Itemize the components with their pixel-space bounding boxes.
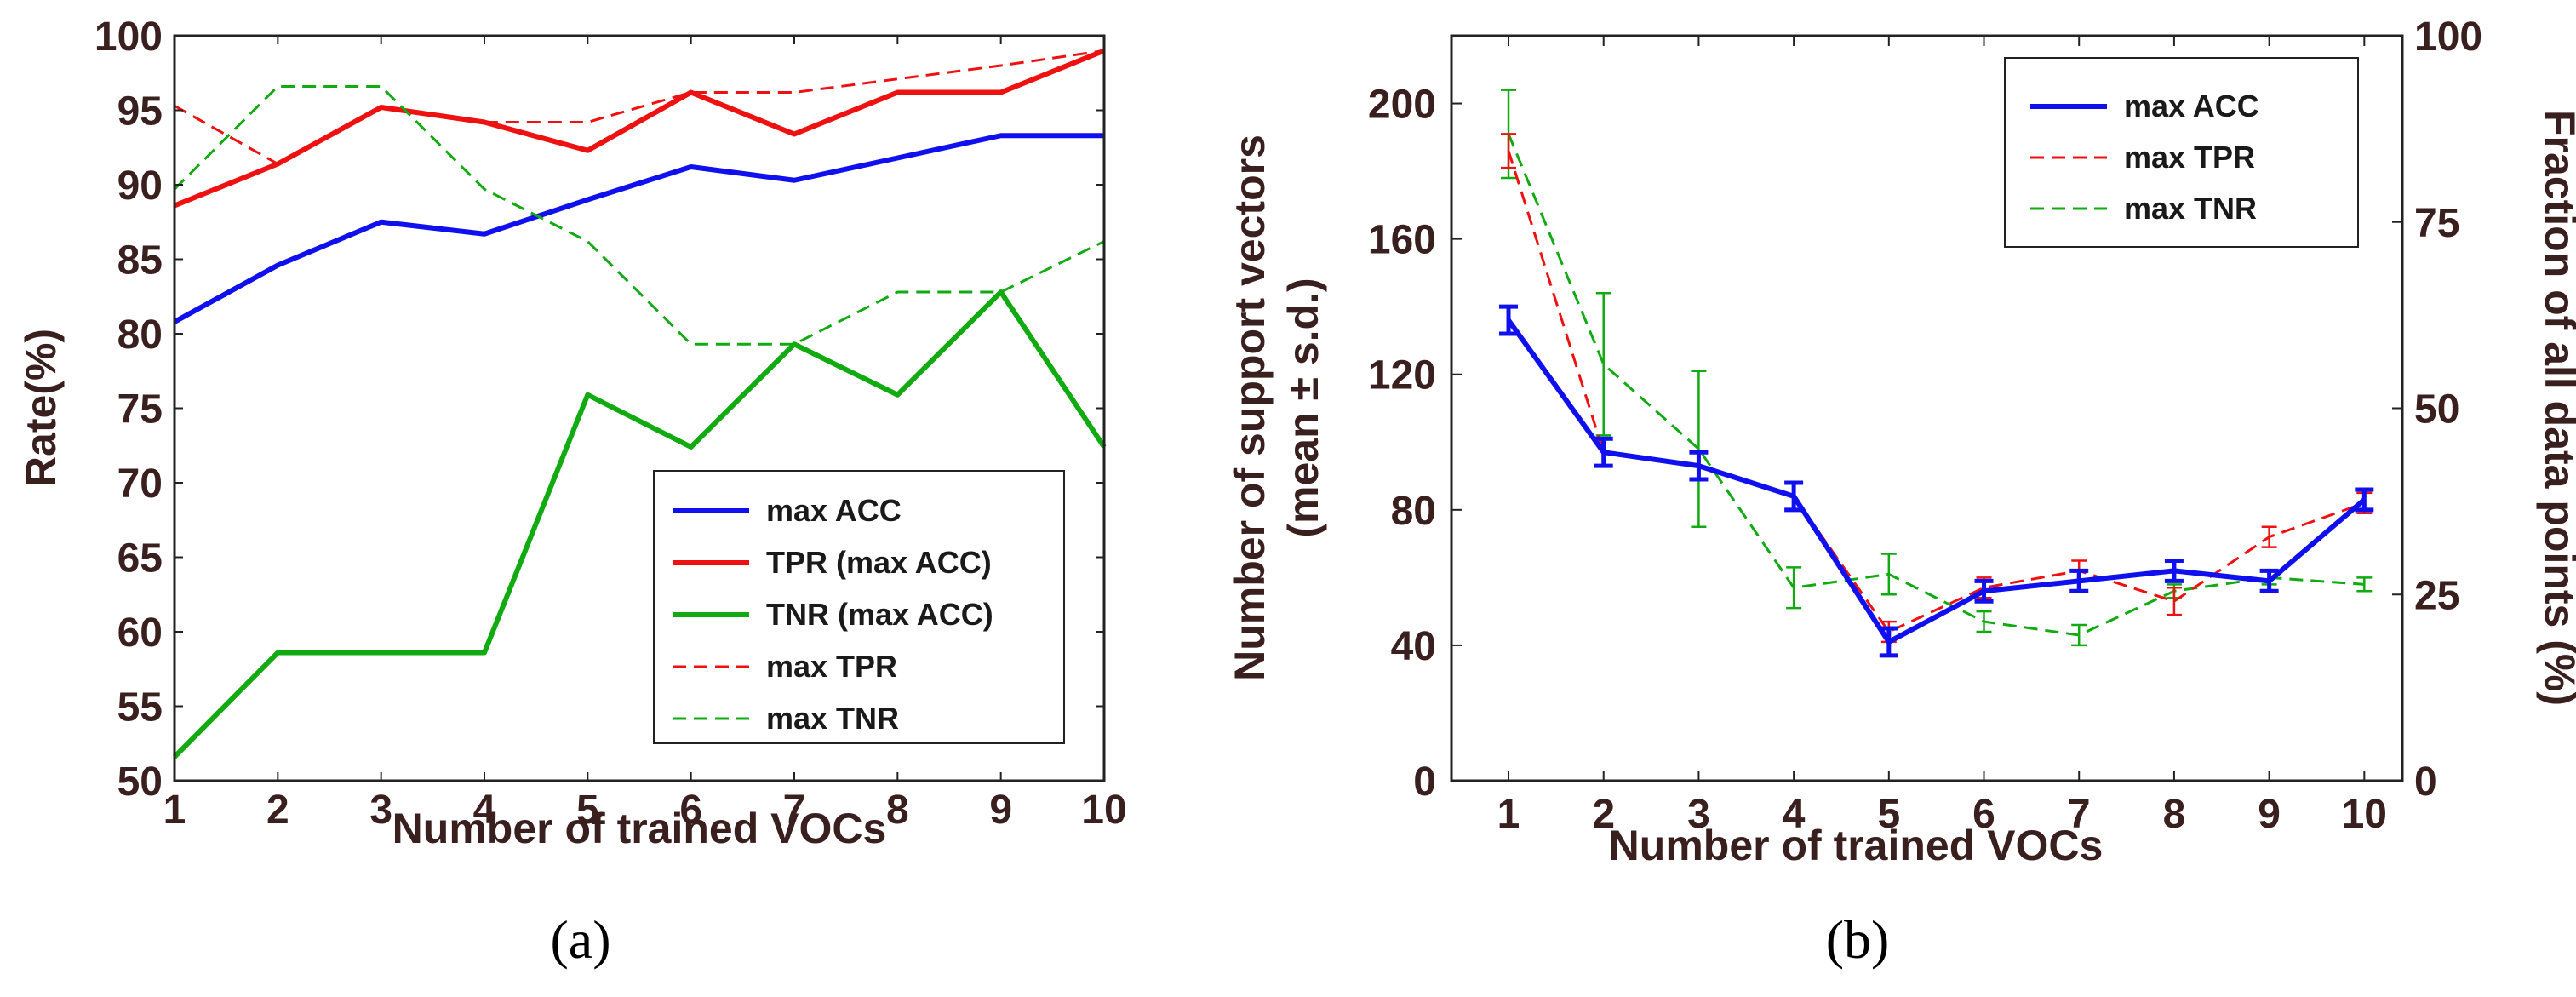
b-errorbar-max-acc <box>1974 578 1994 604</box>
b-x-tick-label: 6 <box>1972 792 1995 837</box>
a-y-tick-label: 95 <box>117 89 163 135</box>
b-errorbar-max-tnr <box>2071 623 2087 647</box>
b-y-tick-label: 80 <box>1391 489 1436 534</box>
b-x-axis-label: Number of trained VOCs <box>1609 822 2104 869</box>
a-legend-label: max TNR <box>766 701 899 736</box>
b-x-tick-label: 5 <box>1877 792 1900 837</box>
b-y-axis-label-line2: (mean ± s.d.) <box>1279 278 1327 537</box>
a-y-tick-label: 60 <box>117 610 163 656</box>
a-x-tick-label: 3 <box>369 788 392 833</box>
b-y2-tick-label: 25 <box>2414 573 2459 618</box>
b-y2-tick-label: 50 <box>2414 387 2459 433</box>
a-series-line-max-tpr <box>174 49 1105 165</box>
b-errorbar-max-tpr <box>1501 133 1517 169</box>
b-errorbar-max-tnr <box>2356 576 2373 593</box>
b-x-tick-label: 3 <box>1687 792 1710 837</box>
a-panel-label: (a) <box>550 909 610 970</box>
b-y2-axis-label: Fraction of all data points (%) <box>2536 110 2576 706</box>
a-y-tick-label: 75 <box>117 387 163 433</box>
b-y2-tick-label: 0 <box>2414 759 2437 805</box>
b-legend: max ACC max TPR max TNR <box>2004 57 2359 248</box>
b-panel-label: (b) <box>1826 909 1890 970</box>
a-legend-label: TNR (max ACC) <box>766 597 993 632</box>
a-y-tick-label: 85 <box>117 238 163 284</box>
b-x-tick-label: 7 <box>2068 792 2091 837</box>
a-y-tick-label: 70 <box>117 461 163 507</box>
a-legend-label: max TPR <box>766 649 897 684</box>
a-legend-label: max ACC <box>766 493 902 528</box>
b-errorbar-max-tpr <box>2261 525 2277 548</box>
b-y-tick-label: 0 <box>1413 759 1436 805</box>
a-x-tick-label: 1 <box>163 788 186 833</box>
b-errorbar-max-acc <box>1594 436 1613 468</box>
b-y-tick-label: 200 <box>1368 83 1436 128</box>
a-y-tick-label: 65 <box>117 536 163 582</box>
b-x-tick-label: 2 <box>1592 792 1615 837</box>
a-y-tick-label: 100 <box>94 14 163 60</box>
b-errorbar-max-acc <box>1499 304 1519 336</box>
b-tick-labels: 0 40 80 120 160 200 0 25 50 75 100 1 2 3 4 5 6 7 8 9 10 <box>1368 14 2482 837</box>
a-x-tick-label: 2 <box>266 788 289 833</box>
b-x-tick-label: 8 <box>2163 792 2186 837</box>
b-x-tick-label: 10 <box>2342 792 2387 837</box>
b-legend-label: max TNR <box>2124 191 2257 226</box>
a-y-tick-label: 80 <box>117 312 163 358</box>
b-legend-label: max TPR <box>2124 140 2255 175</box>
chart-b: 0 40 80 120 160 200 0 25 50 75 100 1 2 3 4 5 6 7 8 9 10 Numb… <box>1226 14 2576 970</box>
a-x-tick-label: 8 <box>886 788 909 833</box>
b-x-tick-label: 1 <box>1497 792 1520 837</box>
b-errorbar-max-acc <box>2164 558 2184 583</box>
a-x-tick-label: 4 <box>473 788 496 833</box>
b-legend-box <box>2004 57 2359 248</box>
b-y2-tick-label: 75 <box>2414 201 2459 246</box>
a-legend-label: TPR (max ACC) <box>766 545 992 580</box>
a-y-axis-label: Rate(%) <box>17 329 65 487</box>
b-errorbar-max-acc <box>2259 568 2279 593</box>
b-errorbar-max-acc <box>2069 568 2089 593</box>
b-errorbar-max-tnr <box>1786 566 1802 610</box>
a-series-line-max-acc <box>173 133 1104 324</box>
a-x-tick-label: 10 <box>1081 788 1126 833</box>
a-series-group <box>172 48 1107 759</box>
b-errorbar-max-tnr <box>1880 553 1897 596</box>
a-x-tick-label: 6 <box>679 788 702 833</box>
b-errorbar-max-tnr <box>1976 610 1992 633</box>
b-y-tick-label: 40 <box>1391 624 1436 669</box>
a-x-axis-label: Number of trained VOCs <box>392 805 887 852</box>
b-errorbar-max-acc <box>1689 450 1709 482</box>
a-tick-labels: 50 55 60 65 70 75 80 85 90 95 100 1 2 3 4 5 6 7 8 9 10 <box>94 14 1127 833</box>
b-errorbar-max-tpr <box>2166 587 2182 616</box>
a-x-tick-label: 9 <box>989 788 1012 833</box>
a-x-tick-label: 5 <box>576 788 599 833</box>
a-series-line-tnr-max-acc <box>172 289 1107 759</box>
a-y-tick-label: 90 <box>117 163 163 209</box>
b-y-axis-label-line1: Number of support vectors <box>1226 135 1274 681</box>
b-series-line-max-acc <box>1506 318 2367 645</box>
a-x-tick-label: 7 <box>783 788 806 833</box>
a-legend-box <box>653 470 1065 744</box>
a-y-tick-label: 50 <box>117 759 163 805</box>
b-legend-label: max ACC <box>2124 89 2259 123</box>
b-errorbar-max-acc <box>1784 480 1804 513</box>
a-series-line-max-tnr <box>173 85 1105 346</box>
b-y2-tick-label: 100 <box>2414 14 2482 60</box>
chart-a: 50 55 60 65 70 75 80 85 90 95 100 1 2 3 4 5 6 7 8 9 10 Numbe… <box>17 14 1127 970</box>
b-errorbar-max-acc <box>1879 626 1898 658</box>
b-series-group <box>1499 89 2374 658</box>
a-legend: max ACC TPR (max ACC) TNR (max ACC) max TPR… <box>653 470 1065 744</box>
b-x-tick-label: 4 <box>1783 792 1806 837</box>
a-y-tick-label: 55 <box>117 685 163 731</box>
b-y-tick-label: 120 <box>1368 353 1436 398</box>
b-x-tick-label: 9 <box>2258 792 2281 837</box>
b-errorbar-max-acc <box>2355 487 2374 513</box>
b-errorbar-max-tnr <box>1691 370 1707 528</box>
b-errorbar-max-tnr <box>1595 292 1611 437</box>
b-series-line-max-tnr <box>1507 133 2365 637</box>
b-y-tick-label: 160 <box>1368 218 1436 263</box>
